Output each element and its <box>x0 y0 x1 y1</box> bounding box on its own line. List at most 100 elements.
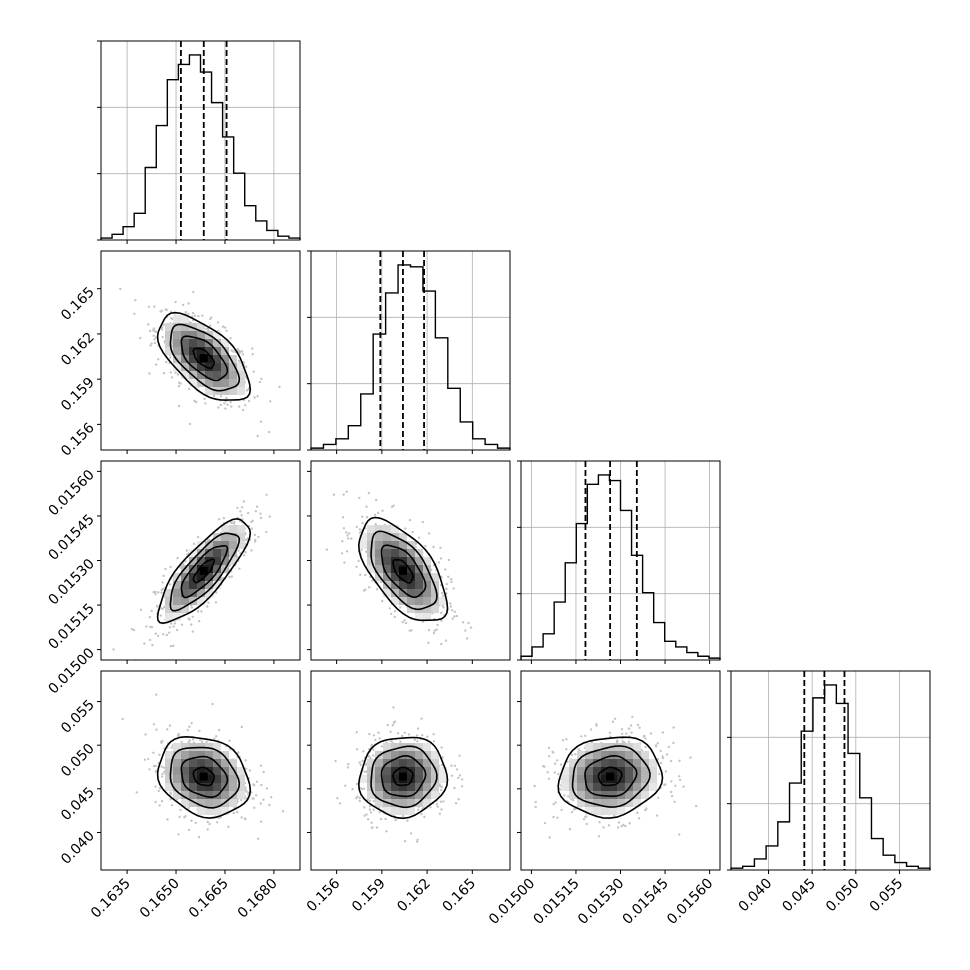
density-cell <box>221 759 229 767</box>
scatter-point <box>452 587 455 590</box>
scatter-point <box>252 370 255 373</box>
scatter-point <box>152 327 155 330</box>
density-cell <box>189 573 197 581</box>
density-cell <box>197 589 205 597</box>
scatter-point <box>177 404 181 408</box>
scatter-point <box>358 761 361 764</box>
scatter-point <box>628 822 631 825</box>
scatter-point <box>170 746 173 749</box>
scatter-point <box>461 621 465 624</box>
scatter-point <box>355 731 358 734</box>
density-cell <box>189 751 197 759</box>
scatter-point <box>543 821 547 825</box>
scatter-point <box>450 609 454 612</box>
scatter-point <box>403 731 407 734</box>
scatter-point <box>368 799 372 802</box>
scatter-point <box>413 738 417 741</box>
density-cell <box>617 759 625 767</box>
density-cell <box>431 605 439 613</box>
x-tick-label-0-1: 0.1650 <box>137 876 183 922</box>
scatter-point <box>169 798 172 801</box>
scatter-point <box>534 800 537 804</box>
density-cell <box>407 589 415 597</box>
density-cell <box>237 525 245 533</box>
y-tick-label-2-3: 0.01545 <box>46 511 98 563</box>
scatter-point <box>255 780 259 783</box>
scatter-point <box>154 764 157 768</box>
scatter-point <box>245 538 248 541</box>
density-cell <box>407 557 415 565</box>
scatter-point <box>444 568 447 571</box>
panel-frame <box>100 40 301 241</box>
scatter-point <box>437 561 440 564</box>
density-cell <box>205 347 213 355</box>
scatter-point <box>344 784 347 787</box>
density-cell <box>391 557 399 565</box>
density-cell <box>577 783 585 791</box>
scatter-point <box>256 837 260 840</box>
scatter-point <box>148 616 152 619</box>
density-cell <box>399 581 407 589</box>
scatter-point <box>152 591 155 594</box>
density-cell <box>205 783 213 791</box>
scatter-point <box>409 832 413 835</box>
x-tick-label-1-2: 0.162 <box>394 876 434 916</box>
density-cell <box>423 589 431 597</box>
scatter-point <box>402 814 405 818</box>
contour-2 <box>370 745 438 809</box>
scatter-point <box>553 762 557 765</box>
scatter-point <box>148 768 151 771</box>
scatter-point <box>372 748 375 751</box>
density-cell <box>609 799 617 807</box>
density-cell <box>189 557 197 565</box>
scatter-point <box>657 796 660 799</box>
density-cell <box>383 549 391 557</box>
scatter-point <box>454 802 458 805</box>
density-cell <box>189 355 197 363</box>
scatter-point <box>674 784 677 787</box>
scatter-point <box>134 299 137 302</box>
scatter-point <box>190 623 193 626</box>
density-cell <box>221 775 229 783</box>
density-cell <box>625 799 633 807</box>
scatter-point <box>229 521 233 524</box>
panel-frame <box>100 670 301 871</box>
scatter-point <box>162 633 165 636</box>
scatter-point <box>359 573 362 576</box>
density-cell <box>585 807 593 815</box>
scatter-point <box>440 642 443 646</box>
scatter-point <box>154 800 157 804</box>
scatter-point <box>450 764 453 767</box>
density-cell <box>367 791 375 799</box>
scatter-point <box>260 377 263 381</box>
scatter-point <box>250 549 253 552</box>
density-cell <box>593 807 601 815</box>
density-cell <box>181 323 189 331</box>
scatter-point <box>168 626 172 629</box>
scatter-point <box>432 545 435 549</box>
scatter-point <box>341 516 345 519</box>
density-cell <box>601 783 609 791</box>
density-cell <box>221 791 229 799</box>
y-tick-label-1-0: 0.156 <box>58 420 98 460</box>
scatter-point <box>667 745 670 749</box>
scatter-point <box>178 815 181 819</box>
scatter-point <box>183 816 186 819</box>
scatter-point <box>172 644 175 647</box>
density-cell <box>415 783 423 791</box>
scatter-point <box>582 818 586 821</box>
scatter-point <box>240 816 243 819</box>
scatter-point <box>440 808 443 811</box>
density-cell <box>375 791 383 799</box>
density-cell <box>383 807 391 815</box>
density-cell <box>649 767 657 775</box>
scatter-point <box>456 768 459 771</box>
density-cell <box>577 791 585 799</box>
scatter-point <box>184 560 187 563</box>
density-cell <box>229 525 237 533</box>
scatter-point <box>375 498 378 502</box>
scatter-point <box>432 631 436 635</box>
scatter-point <box>394 818 397 822</box>
scatter-point <box>157 358 160 361</box>
density-cell <box>431 767 439 775</box>
